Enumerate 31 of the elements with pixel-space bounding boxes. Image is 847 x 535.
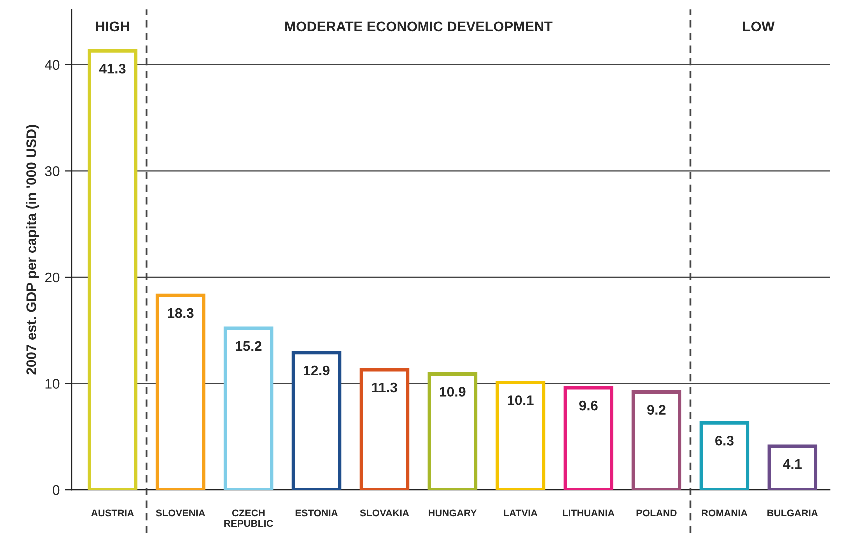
y-tick-label: 10 [46,379,60,389]
annotation: LOW [743,22,775,32]
data-label: 18.3 [168,308,194,318]
x-tick-label: HUNGARY [428,510,477,517]
x-tick-label: CZECH REPUBLIC [224,510,274,528]
data-label: 41.3 [99,64,126,74]
y-axis-title: 2007 est. GDP per capita (in '000 USD) [26,125,40,375]
x-tick-label: ROMANIA [702,510,748,517]
data-label: 9.6 [580,400,598,411]
x-tick-label: POLAND [636,510,677,517]
x-tick-label: LATVIA [504,510,538,517]
y-tick-label: 0 [53,485,60,496]
x-tick-label: LITHUANIA [563,510,615,517]
data-label: 6.3 [716,436,734,446]
x-tick-label: SLOVAKIA [360,510,410,517]
y-tick-label: 30 [45,166,60,176]
annotation: HIGH [96,22,130,32]
data-label: 11.3 [372,382,398,393]
data-label: 9.2 [648,405,666,415]
data-label: 10.1 [508,396,534,406]
data-label: 15.2 [236,341,262,352]
data-label: 4.1 [783,459,802,470]
y-tick-label: 20 [45,272,60,283]
data-label: 10.9 [440,387,466,397]
y-tick-label: 40 [45,60,60,70]
data-label: 12.9 [304,366,330,376]
x-tick-label: BULGARIA [768,510,818,517]
annotation: MODERATE ECONOMIC DEVELOPMENT [286,22,553,32]
x-tick-label: SLOVENIA [156,510,206,517]
x-tick-label: ESTONIA [296,510,338,517]
x-tick-label: AUSTRIA [91,510,134,517]
